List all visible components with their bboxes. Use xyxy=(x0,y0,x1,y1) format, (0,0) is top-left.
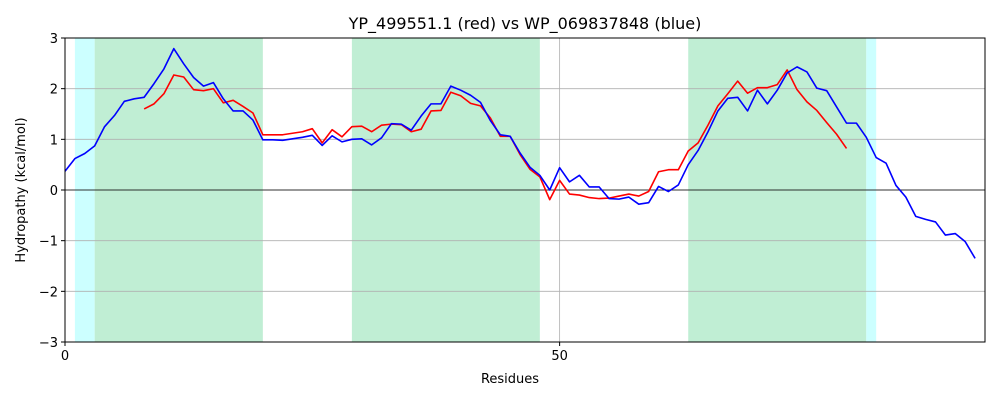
y-tick-label-1: −2 xyxy=(39,285,58,300)
series-line-1 xyxy=(64,47,976,259)
x-axis-label: Residues xyxy=(481,372,539,387)
series-lines xyxy=(64,47,976,259)
chart-title: YP_499551.1 (red) vs WP_069837848 (blue) xyxy=(348,14,702,34)
x-axis-ticks: 0 50 xyxy=(61,342,568,364)
y-tick-label-5: 2 xyxy=(50,83,58,98)
y-tick-label-2: −1 xyxy=(39,235,58,250)
y-axis-label: Hydropathy (kcal/mol) xyxy=(14,117,29,262)
x-tick-label-0: 0 xyxy=(61,349,69,364)
y-tick-label-3: 0 xyxy=(50,184,58,199)
y-tick-label-4: 1 xyxy=(50,133,58,148)
y-tick-label-0: −3 xyxy=(39,336,58,351)
x-tick-label-1: 50 xyxy=(551,349,568,364)
y-axis-ticks: −3 −2 −1 0 1 2 3 xyxy=(39,32,65,351)
y-tick-label-6: 3 xyxy=(50,32,58,47)
